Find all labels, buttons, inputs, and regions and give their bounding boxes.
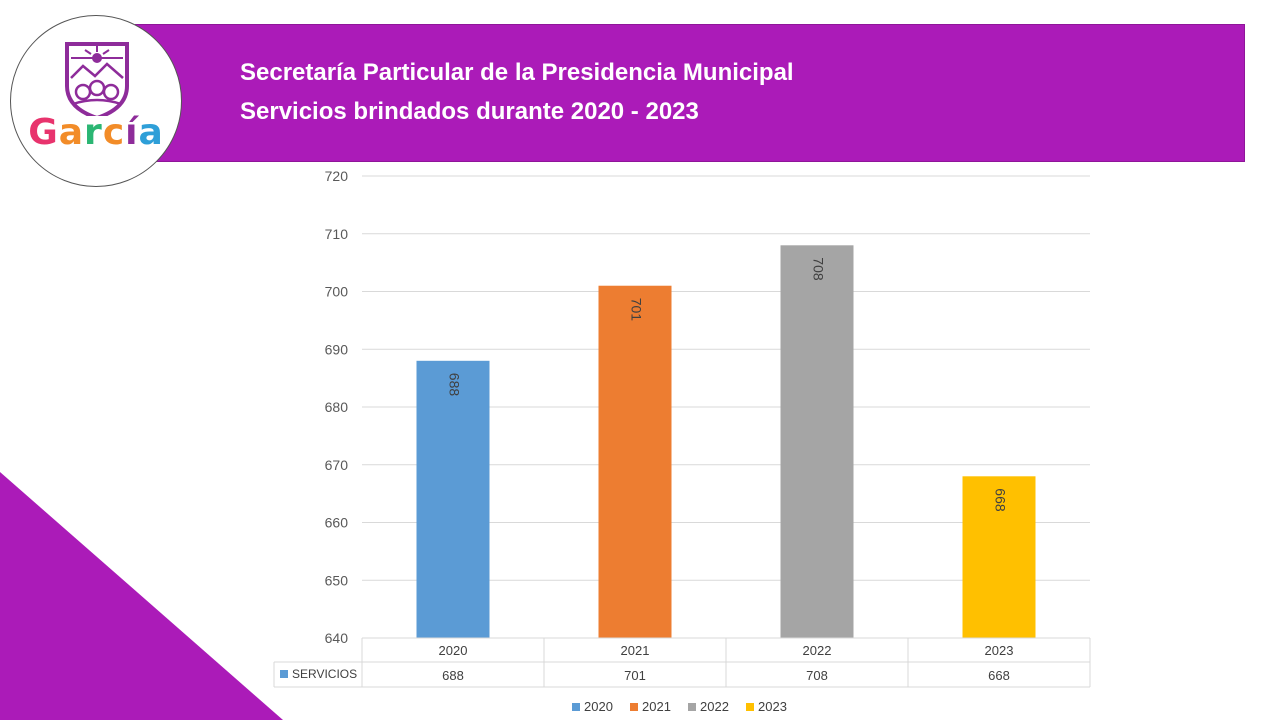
y-tick-label: 700 bbox=[325, 284, 349, 300]
legend-label: 2021 bbox=[642, 699, 671, 714]
legend-swatch bbox=[572, 703, 580, 711]
data-label: 701 bbox=[628, 298, 644, 322]
y-tick-label: 670 bbox=[325, 457, 349, 473]
legend-swatch bbox=[688, 703, 696, 711]
bar-2021 bbox=[598, 285, 672, 638]
table-value: 688 bbox=[442, 668, 464, 683]
header-band bbox=[135, 24, 1245, 162]
logo: García bbox=[10, 15, 182, 187]
legend-swatch bbox=[630, 703, 638, 711]
x-tick-label: 2021 bbox=[621, 643, 650, 658]
legend-label: 2020 bbox=[584, 699, 613, 714]
y-tick-label: 720 bbox=[325, 168, 349, 184]
logo-letter: a bbox=[58, 112, 85, 153]
y-tick-label: 710 bbox=[325, 226, 349, 242]
bar-2022 bbox=[780, 245, 854, 639]
legend-label: 2022 bbox=[700, 699, 729, 714]
bar-2020 bbox=[416, 360, 490, 638]
logo-text: García bbox=[11, 112, 181, 153]
data-label: 668 bbox=[992, 488, 1008, 512]
page-title: Secretaría Particular de la Presidencia … bbox=[240, 59, 794, 86]
y-tick-label: 640 bbox=[325, 630, 349, 646]
x-tick-label: 2020 bbox=[439, 643, 468, 658]
bar-2023 bbox=[962, 476, 1036, 638]
y-tick-label: 690 bbox=[325, 341, 349, 357]
data-label: 688 bbox=[446, 373, 462, 397]
logo-letter: a bbox=[138, 112, 164, 153]
garcia-shield-icon bbox=[65, 42, 129, 116]
data-label: 708 bbox=[810, 257, 826, 281]
legend-swatch bbox=[746, 703, 754, 711]
logo-letter: r bbox=[84, 112, 103, 153]
y-tick-label: 680 bbox=[325, 399, 349, 415]
page-subtitle: Servicios brindados durante 2020 - 2023 bbox=[240, 98, 699, 125]
table-value: 701 bbox=[624, 668, 646, 683]
series-legend-key bbox=[280, 670, 288, 678]
y-tick-label: 660 bbox=[325, 515, 349, 531]
table-value: 708 bbox=[806, 668, 828, 683]
x-tick-label: 2023 bbox=[985, 643, 1014, 658]
logo-letter: G bbox=[28, 112, 59, 153]
legend-label: 2023 bbox=[758, 699, 787, 714]
logo-letter: í bbox=[125, 112, 139, 153]
x-tick-label: 2022 bbox=[803, 643, 832, 658]
table-value: 668 bbox=[988, 668, 1010, 683]
y-tick-label: 650 bbox=[325, 572, 349, 588]
series-name: SERVICIOS bbox=[292, 667, 357, 681]
logo-letter: c bbox=[102, 112, 126, 153]
